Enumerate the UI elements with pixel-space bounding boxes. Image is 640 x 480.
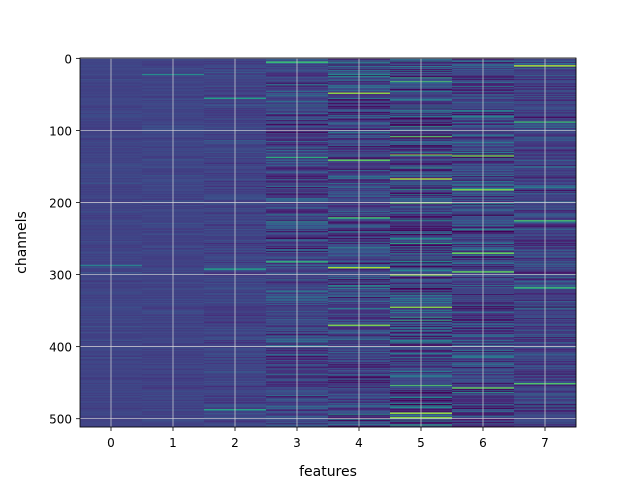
plot-frame [79, 57, 577, 428]
y-tick-label: 0 [64, 52, 72, 66]
x-tick-label: 1 [169, 436, 177, 450]
y-tick-label: 300 [49, 269, 72, 283]
x-tick-label: 7 [541, 436, 549, 450]
y-tick-label: 100 [49, 124, 72, 138]
y-axis-ticks: 0 100 200 300 400 500 [49, 52, 80, 427]
grid-lines [80, 58, 576, 427]
x-tick-label: 5 [417, 436, 425, 450]
x-tick-label: 4 [355, 436, 363, 450]
x-tick-label: 0 [107, 436, 115, 450]
y-tick-label: 500 [49, 413, 72, 427]
y-tick-label: 200 [49, 197, 72, 211]
x-tick-label: 3 [293, 436, 301, 450]
x-tick-label: 2 [231, 436, 239, 450]
x-axis-ticks: 0 1 2 3 4 5 6 7 [107, 427, 549, 450]
y-axis-label: channels [14, 211, 30, 274]
y-tick-label: 400 [49, 341, 72, 355]
heatmap-cells [80, 58, 577, 428]
x-tick-label: 6 [479, 436, 487, 450]
x-axis-label: features [299, 464, 357, 480]
